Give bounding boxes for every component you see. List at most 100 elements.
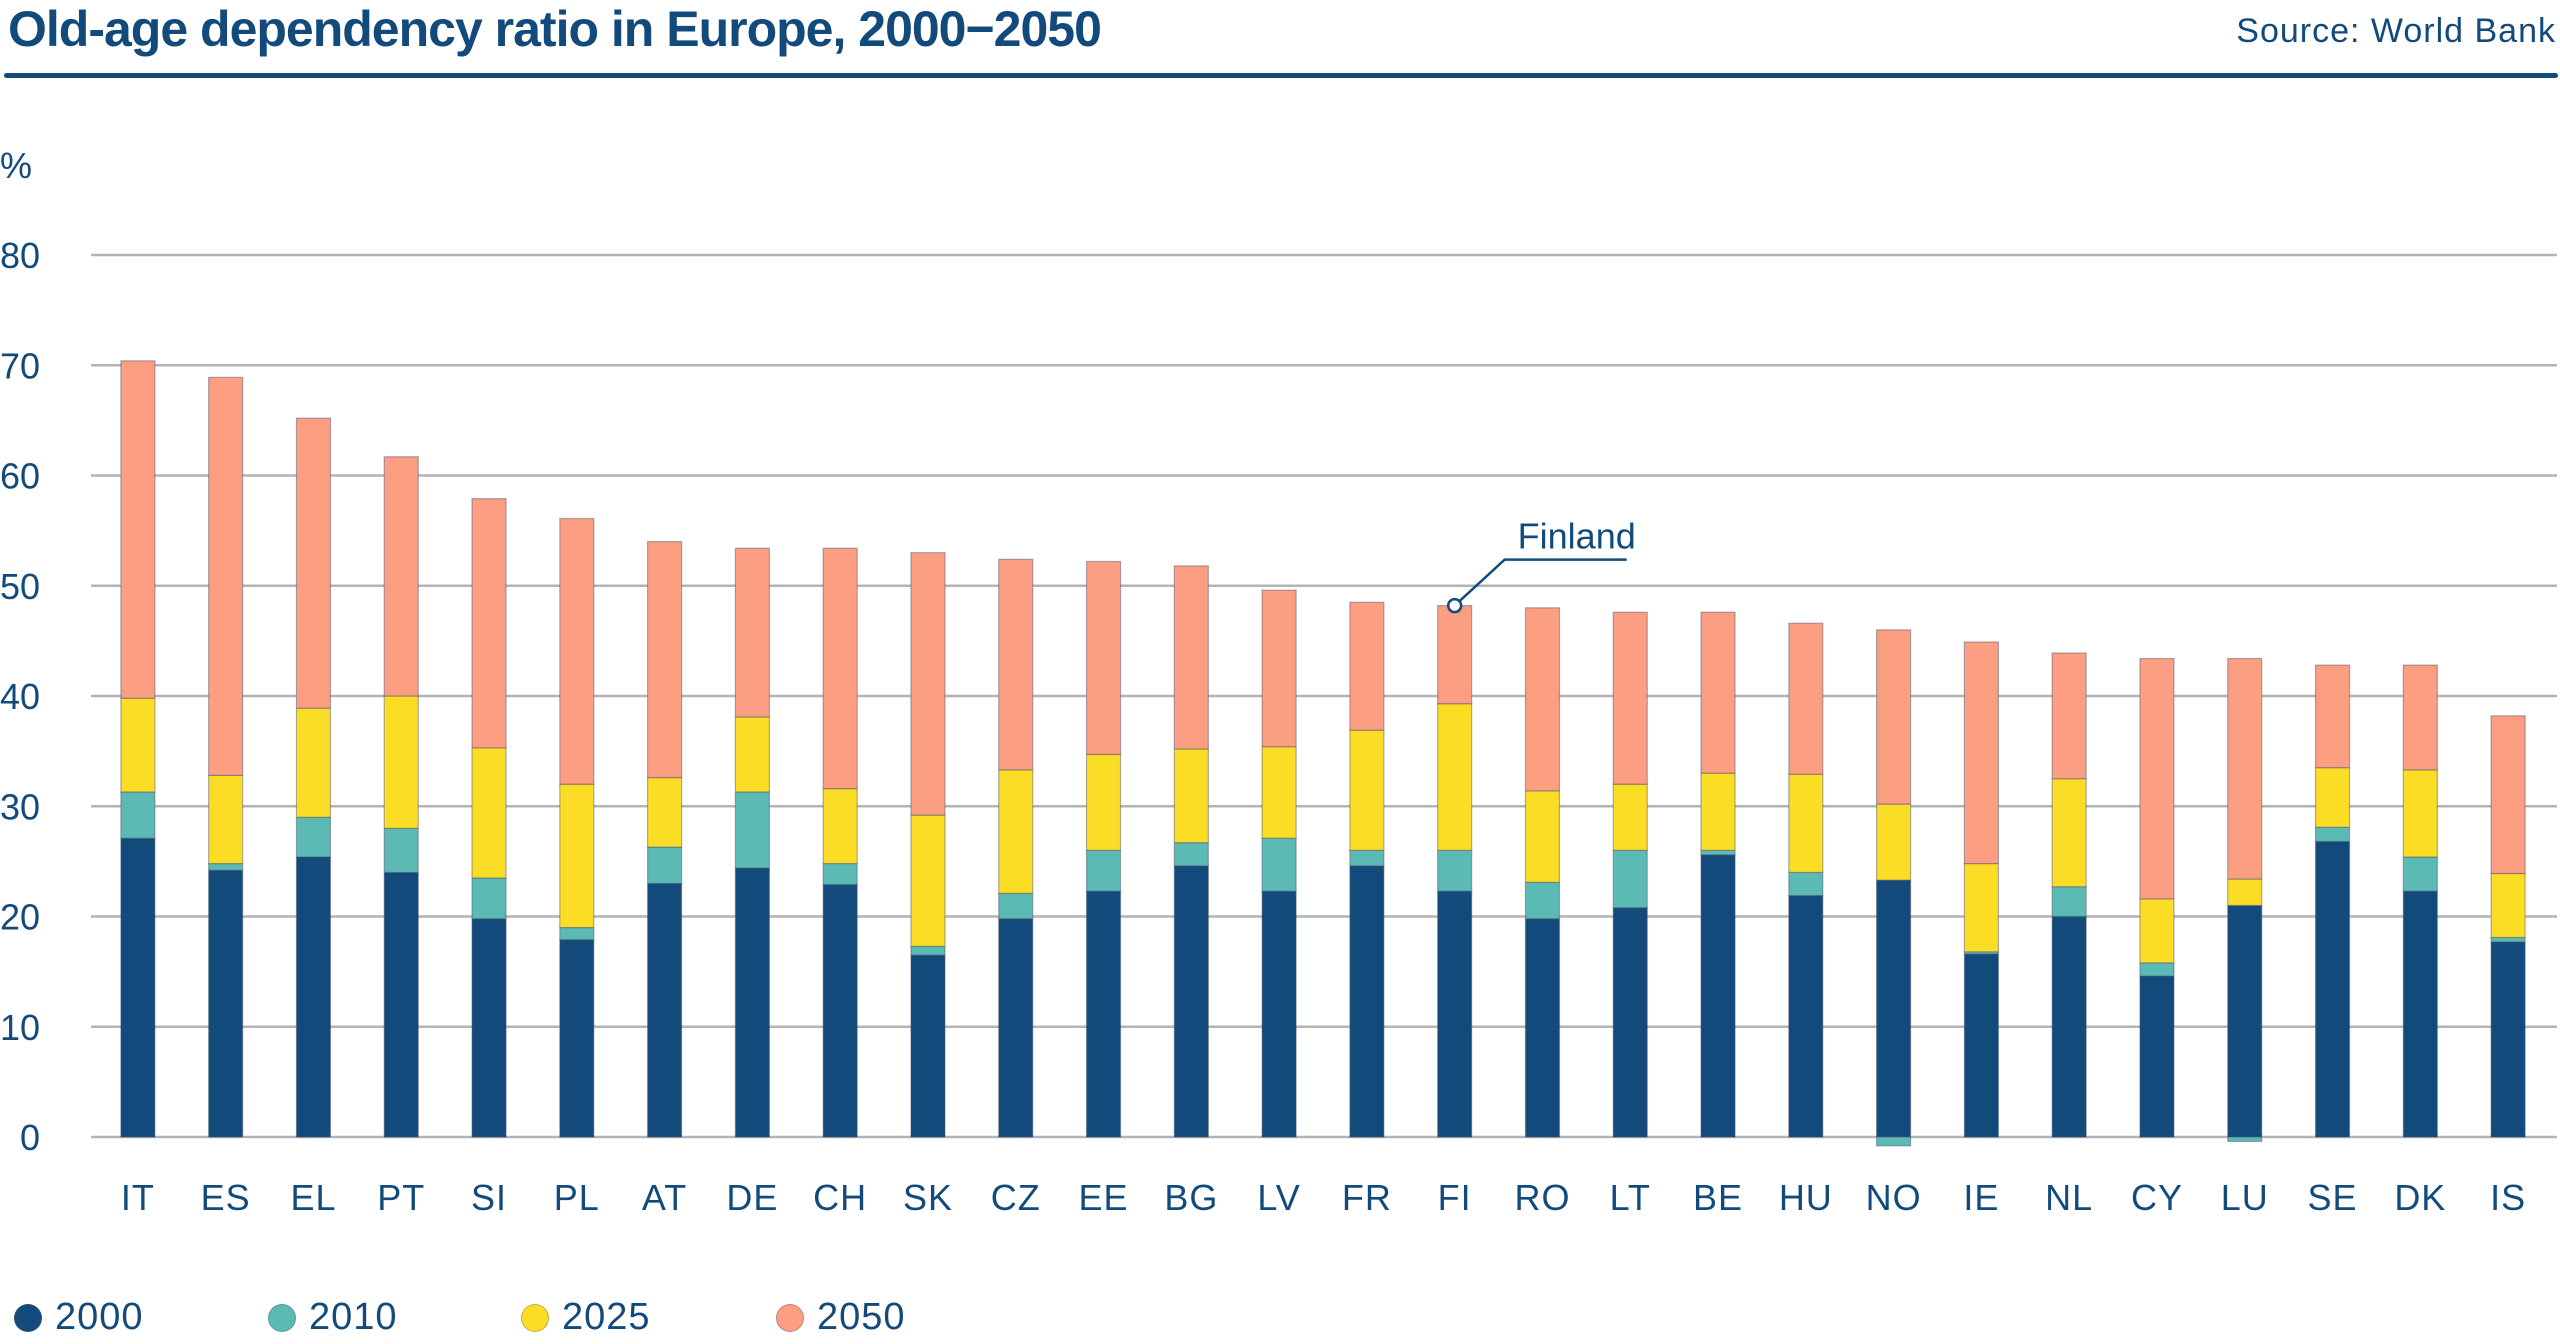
bar-stack-hu xyxy=(1788,622,1824,1138)
bar-segment-2000 xyxy=(1085,890,1122,1138)
bar-segment-2000 xyxy=(1963,953,1999,1138)
bar-segment-2050 xyxy=(1963,641,1999,865)
bar-segment-2025 xyxy=(2139,898,2175,964)
bar-segment-2000 xyxy=(559,939,595,1138)
bar-segment-2000 xyxy=(1349,865,1385,1138)
finland-annotation: Finland xyxy=(1446,516,1636,614)
x-tick-label: RO xyxy=(1514,1177,1570,1218)
x-tick-label: DK xyxy=(2394,1177,2446,1218)
bar-stack-se xyxy=(2314,664,2351,1138)
legend-label: 2025 xyxy=(562,1296,651,1338)
bar-segment-2010 xyxy=(1700,849,1736,856)
bar-segment-2050 xyxy=(559,517,595,785)
bar-segment-2010 xyxy=(2139,962,2175,977)
legend-label: 2010 xyxy=(309,1296,398,1338)
title-divider xyxy=(4,73,2558,78)
bar-segment-2000 xyxy=(647,882,683,1138)
bar-segment-2025 xyxy=(910,814,946,947)
x-tick-label: DE xyxy=(726,1177,778,1218)
bar-segment-2025 xyxy=(1173,748,1209,844)
legend-swatch-icon xyxy=(521,1303,549,1332)
bar-stack-at xyxy=(647,541,683,1138)
bar-segment-2025 xyxy=(1700,772,1736,851)
bar-segment-2050 xyxy=(734,547,770,718)
bar-segment-2025 xyxy=(2314,767,2351,828)
bar-segment-2025 xyxy=(208,774,244,865)
legend: 2000 2010 2025 2050 xyxy=(0,1296,1100,1344)
bar-stack-pt xyxy=(383,456,419,1138)
bar-segment-2050 xyxy=(2402,664,2438,771)
x-tick-label: LU xyxy=(2221,1177,2269,1218)
bar-segment-2050 xyxy=(208,376,244,776)
bar-segment-2000 xyxy=(2139,975,2175,1138)
bar-segment-2050 xyxy=(1261,589,1297,748)
bar-stack-cz xyxy=(998,558,1034,1138)
bar-segment-2010 xyxy=(2227,1136,2263,1143)
bar-segment-2000 xyxy=(1524,918,1561,1138)
bar-segment-2025 xyxy=(647,776,683,848)
annotation-label: Finland xyxy=(1518,516,1636,557)
bar-segment-2050 xyxy=(1524,607,1561,792)
bar-segment-2050 xyxy=(2051,652,2087,780)
x-tick-label: IT xyxy=(121,1177,155,1218)
bar-segment-2010 xyxy=(471,877,507,920)
bar-segment-2025 xyxy=(1788,773,1824,874)
bar-segment-2025 xyxy=(559,783,595,929)
x-tick-label: BG xyxy=(1164,1177,1218,1218)
bar-segment-2050 xyxy=(1085,560,1122,756)
bar-segment-2010 xyxy=(2051,886,2087,918)
bar-segment-2050 xyxy=(1788,622,1824,775)
bar-segment-2010 xyxy=(822,862,858,886)
bar-stack-el xyxy=(295,417,332,1138)
bar-segment-2000 xyxy=(2051,915,2087,1138)
bar-stack-nl xyxy=(2051,652,2087,1138)
bar-stack-ee xyxy=(1085,560,1122,1138)
bar-segment-2000 xyxy=(2227,904,2263,1138)
x-tick-label: CH xyxy=(813,1177,867,1218)
bar-segment-2000 xyxy=(1261,890,1297,1138)
x-tick-label: ES xyxy=(201,1177,251,1218)
bar-segment-2000 xyxy=(208,869,244,1138)
bar-segment-2025 xyxy=(1876,803,1912,881)
bar-segment-2000 xyxy=(1700,854,1736,1138)
annotation-leader-line xyxy=(1453,558,1627,607)
bar-segment-2010 xyxy=(559,926,595,941)
bar-segment-2050 xyxy=(1700,611,1736,774)
source-label: Source: World Bank xyxy=(2236,12,2556,50)
x-tick-label: EL xyxy=(290,1177,336,1218)
bar-segment-2050 xyxy=(822,547,858,790)
legend-swatch-icon xyxy=(268,1303,296,1332)
bar-segment-2000 xyxy=(1612,907,1648,1138)
bar-stack-pl xyxy=(559,517,595,1138)
bar-stack-es xyxy=(208,376,244,1138)
y-tick-label: 60 xyxy=(0,456,40,497)
bar-stack-cy xyxy=(2139,657,2175,1138)
bar-segment-2010 xyxy=(1085,849,1122,892)
bar-segment-2050 xyxy=(1876,629,1912,805)
bar-segment-2010 xyxy=(208,862,244,871)
bar-segment-2050 xyxy=(1173,565,1209,750)
bar-segment-2010 xyxy=(2490,936,2526,943)
x-tick-label: PT xyxy=(377,1177,425,1218)
y-axis-unit-label: % xyxy=(0,145,32,186)
bar-segment-2010 xyxy=(2314,826,2351,843)
bar-segment-2050 xyxy=(471,498,507,749)
bar-segment-2050 xyxy=(1612,611,1648,785)
bar-stack-be xyxy=(1700,611,1736,1138)
bar-segment-2050 xyxy=(910,552,946,816)
bar-stack-lv xyxy=(1261,589,1297,1138)
bar-segment-2025 xyxy=(822,788,858,865)
x-tick-label: HU xyxy=(1779,1177,1833,1218)
bar-segment-2000 xyxy=(1788,894,1824,1138)
bar-stack-lt xyxy=(1612,611,1648,1138)
bar-segment-2010 xyxy=(1612,849,1648,909)
x-tick-label: NL xyxy=(2045,1177,2093,1218)
bar-stack-bg xyxy=(1173,565,1209,1138)
x-tick-label: IE xyxy=(1963,1177,1999,1218)
legend-item-2025: 2025 xyxy=(521,1296,651,1339)
y-axis-ticks: 0 10 20 30 40 50 60 70 80 xyxy=(0,235,40,1158)
y-tick-label: 0 xyxy=(20,1117,40,1158)
y-tick-label: 80 xyxy=(0,235,40,276)
bar-segment-2010 xyxy=(295,816,332,858)
